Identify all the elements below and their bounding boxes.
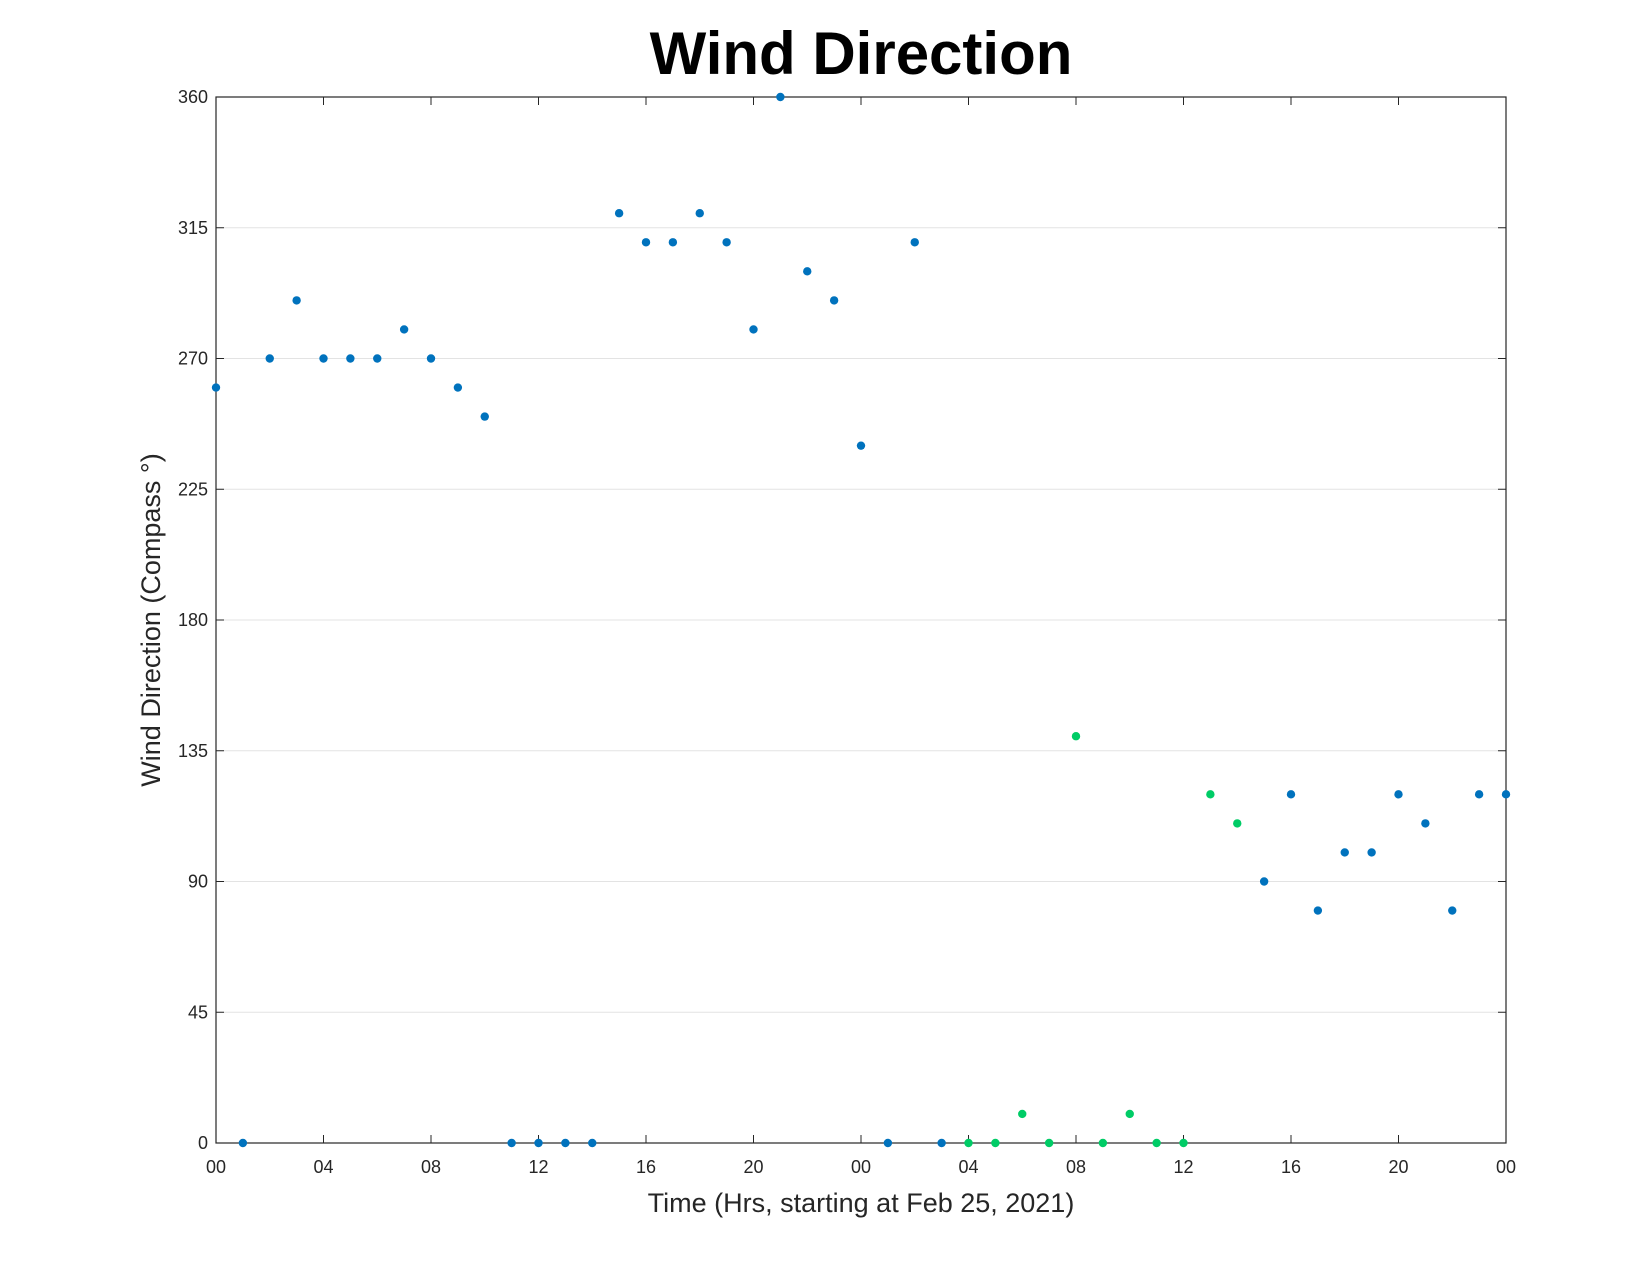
y-tick-label: 180 [178, 610, 208, 630]
x-tick-label: 12 [528, 1157, 548, 1177]
data-point [1474, 790, 1484, 799]
y-tick-label: 90 [188, 872, 208, 892]
data-point [238, 1138, 248, 1148]
y-tick-label: 45 [188, 1002, 208, 1022]
data-point [641, 238, 651, 247]
y-tick-label: 135 [178, 741, 208, 761]
x-tick-label: 08 [421, 1157, 441, 1177]
data-point [829, 296, 839, 305]
data-point [668, 238, 678, 247]
data-point [534, 1138, 543, 1148]
x-tick-label: 20 [1388, 1157, 1408, 1177]
data-point [964, 1138, 973, 1148]
x-tick-labels: 00 04 08 12 16 20 00 04 08 12 16 20 00 [206, 1157, 1516, 1177]
data-point [883, 1138, 893, 1148]
data-point [319, 354, 328, 363]
data-point [426, 354, 436, 363]
data-point [1313, 906, 1323, 915]
data-point [1286, 790, 1296, 799]
data-point [614, 209, 624, 218]
data-point [1448, 906, 1457, 915]
data-point [1367, 848, 1376, 857]
x-tick-label: 08 [1066, 1157, 1086, 1177]
data-point [910, 238, 919, 247]
y-tick-label: 225 [178, 479, 208, 499]
y-tick-labels: 0 45 90 135 180 225 270 315 360 [178, 87, 208, 1153]
data-point [480, 412, 489, 421]
x-tick-label: 04 [313, 1157, 333, 1177]
data-point [1018, 1109, 1027, 1119]
data-point [1233, 819, 1242, 828]
y-tick-label: 360 [178, 87, 208, 107]
data-point [588, 1138, 597, 1148]
y-tick-label: 315 [178, 218, 208, 238]
data-point [722, 238, 731, 247]
data-point [695, 209, 704, 218]
data-point [1098, 1138, 1108, 1148]
data-point [776, 92, 785, 102]
data-point [1044, 1138, 1054, 1148]
x-tick-label: 16 [636, 1157, 656, 1177]
x-tick-label: 00 [1496, 1157, 1516, 1177]
data-point [292, 296, 301, 305]
data-point [265, 354, 274, 363]
data-point [1206, 790, 1215, 799]
data-point [507, 1138, 516, 1148]
axis-ticks [215, 96, 1507, 1144]
data-point [749, 325, 758, 334]
x-tick-label: 00 [206, 1157, 226, 1177]
y-axis-label: Wind Direction (Compass °) [136, 453, 166, 786]
data-point [803, 267, 812, 276]
data-point [1071, 732, 1081, 741]
data-point [453, 383, 463, 392]
y-tick-label: 0 [198, 1133, 208, 1153]
x-axis-label: Time (Hrs, starting at Feb 25, 2021) [648, 1188, 1075, 1218]
data-point [991, 1138, 1000, 1148]
data-point [373, 354, 382, 363]
chart-title: Wind Direction [650, 20, 1073, 87]
data-point [1125, 1109, 1134, 1119]
data-point [1421, 819, 1430, 828]
data-point [346, 354, 355, 363]
x-tick-label: 04 [958, 1157, 978, 1177]
data-point [1259, 877, 1269, 886]
data-point [561, 1138, 570, 1148]
data-point [1394, 790, 1403, 799]
data-point [399, 325, 409, 334]
data-point [1501, 790, 1511, 799]
x-tick-label: 00 [851, 1157, 871, 1177]
data-point [1340, 848, 1349, 857]
data-point [1179, 1138, 1188, 1148]
x-tick-label: 16 [1281, 1157, 1301, 1177]
x-tick-label: 12 [1173, 1157, 1193, 1177]
data-points [211, 92, 1511, 1148]
x-tick-label: 20 [743, 1157, 763, 1177]
y-tick-label: 270 [178, 349, 208, 369]
data-point [1152, 1138, 1161, 1148]
data-point [211, 383, 221, 392]
data-point [937, 1138, 946, 1148]
data-point [856, 441, 866, 450]
